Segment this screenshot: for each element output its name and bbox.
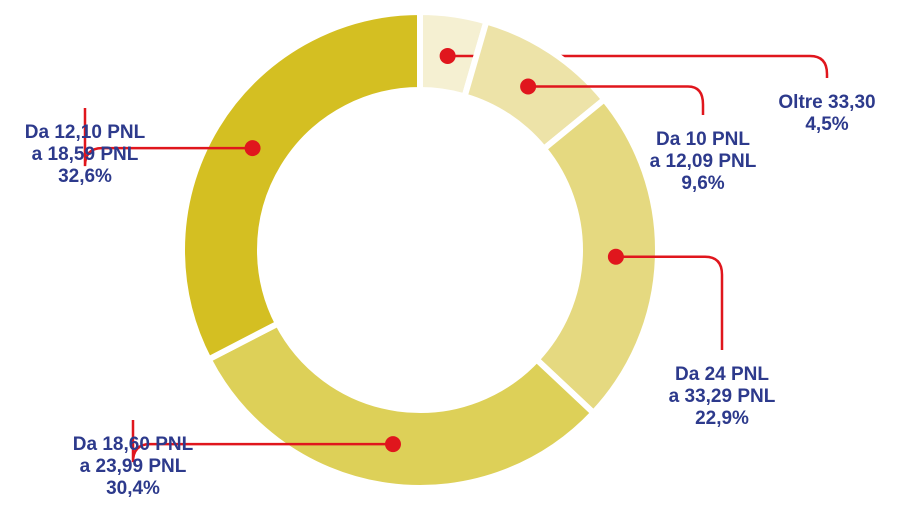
donut-segment xyxy=(532,95,661,418)
category-label: Da 10 PNL xyxy=(656,129,750,150)
leader-dot xyxy=(520,78,537,95)
value-label: 32,6% xyxy=(58,166,112,187)
category-label: a 23,99 PNL xyxy=(80,456,187,477)
value-label: 30,4% xyxy=(106,478,160,499)
value-label: 4,5% xyxy=(805,114,848,135)
donut-segment xyxy=(179,8,423,364)
leader-dot xyxy=(439,47,456,64)
category-label: Oltre 33,30 xyxy=(778,92,875,113)
donut-segment xyxy=(204,319,598,491)
value-label: 9,6% xyxy=(681,173,724,194)
leader-dot xyxy=(244,140,261,157)
category-label: Da 18,60 PNL xyxy=(73,434,194,455)
leader-line xyxy=(615,255,724,350)
category-label: Da 24 PNL xyxy=(675,364,769,385)
leader-dot xyxy=(384,436,401,453)
category-label: a 18,59 PNL xyxy=(32,144,139,165)
leader-line xyxy=(83,108,253,167)
value-label: 22,9% xyxy=(695,408,749,429)
leader-line xyxy=(447,54,829,78)
leader-line xyxy=(131,420,393,463)
category-label: a 33,29 PNL xyxy=(669,386,776,407)
category-label: Da 12,10 PNL xyxy=(25,122,146,143)
leader-line xyxy=(528,85,705,115)
category-label: a 12,09 PNL xyxy=(650,151,757,172)
leader-dot xyxy=(607,248,624,265)
